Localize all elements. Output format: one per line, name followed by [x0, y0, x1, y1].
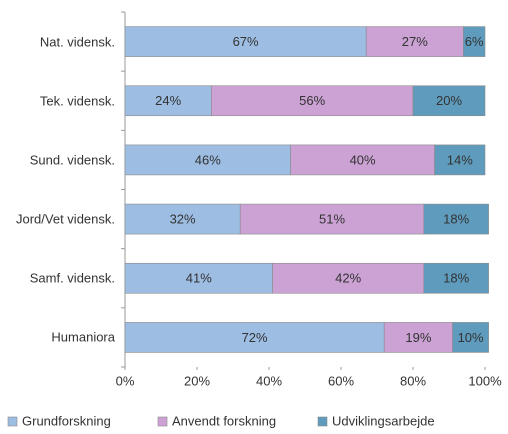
category-label: Samf. vidensk. — [29, 270, 115, 286]
bar-segment — [239, 203, 425, 235]
value-label: 14% — [447, 152, 473, 167]
category-label: Humaniora — [51, 329, 115, 345]
bar-segment — [124, 85, 212, 117]
bar-segment — [124, 144, 291, 176]
legend-label: Anvendt forskning — [172, 413, 276, 428]
legend-label: Grundforskning — [22, 413, 111, 428]
bar-segment — [124, 26, 367, 57]
x-tick-label: 20% — [184, 373, 210, 388]
bar-segment — [452, 322, 489, 353]
x-tick-label: 0% — [116, 373, 135, 388]
bar-segment — [423, 203, 489, 235]
value-label: 27% — [402, 34, 428, 49]
bar-segment — [124, 203, 241, 235]
category-label: Jord/Vet vidensk. — [16, 211, 115, 227]
bar-segment — [434, 144, 486, 176]
value-label: 6% — [465, 34, 484, 49]
value-label: 72% — [242, 330, 268, 345]
value-label: 10% — [458, 330, 484, 345]
category-label: Tek. vidensk. — [39, 93, 115, 109]
value-label: 67% — [233, 34, 259, 49]
x-tick-label: 60% — [328, 373, 354, 388]
legend-swatch — [317, 416, 328, 427]
bar-segment — [423, 262, 489, 294]
legend-swatch — [7, 416, 18, 427]
bar-segment — [412, 85, 486, 117]
value-label: 46% — [195, 152, 221, 167]
value-label: 32% — [170, 212, 196, 227]
value-label: 51% — [319, 212, 345, 227]
bar-segment — [124, 262, 273, 294]
x-tick-label: 80% — [400, 373, 426, 388]
category-label: Nat. vidensk. — [39, 34, 115, 50]
bar-segment — [463, 26, 486, 57]
value-label: 24% — [155, 93, 181, 108]
legend-swatch — [157, 416, 168, 427]
value-label: 18% — [443, 212, 469, 227]
x-tick-label: 100% — [468, 373, 502, 388]
legend-label: Udviklingsarbejde — [332, 413, 435, 428]
value-label: 42% — [335, 271, 361, 286]
bar-segment — [211, 85, 414, 117]
value-label: 56% — [299, 93, 325, 108]
value-label: 41% — [186, 271, 212, 286]
x-tick-label: 40% — [256, 373, 282, 388]
bar-segment — [383, 322, 453, 353]
value-label: 40% — [350, 152, 376, 167]
value-label: 19% — [405, 330, 431, 345]
value-label: 18% — [443, 271, 469, 286]
value-label: 20% — [436, 93, 462, 108]
category-label: Sund. vidensk. — [29, 152, 115, 168]
bar-segment — [272, 262, 425, 294]
bar-segment — [124, 322, 385, 353]
